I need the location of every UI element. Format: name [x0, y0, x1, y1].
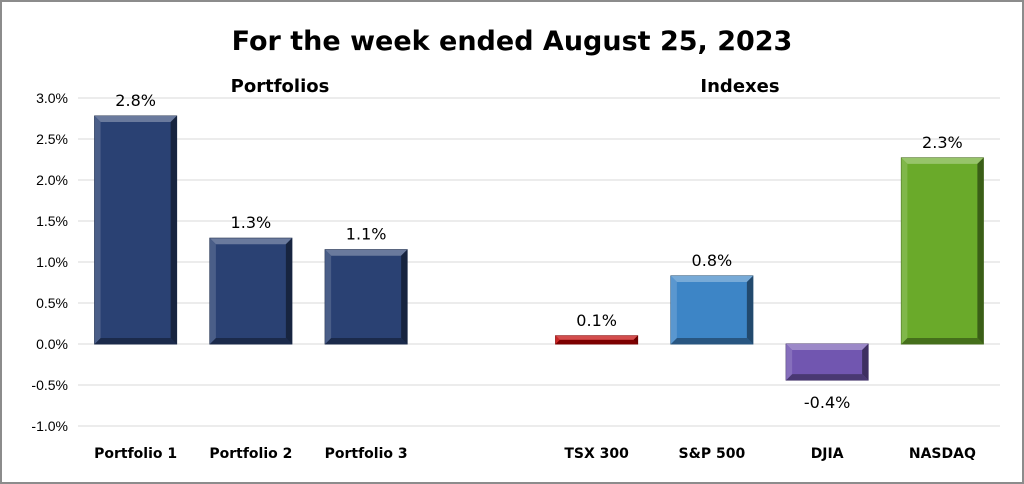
bar-bevel-bottom [209, 338, 292, 344]
data-label: -0.4% [804, 393, 850, 412]
y-tick-label: -1.0% [31, 418, 68, 434]
bar-body [94, 115, 178, 345]
category-label: Portfolio 2 [209, 446, 292, 462]
y-tick-label: 3.0% [36, 90, 68, 106]
data-label: 2.3% [922, 133, 963, 152]
chart-title: For the week ended August 25, 2023 [232, 26, 793, 57]
bar-bevel-bottom [555, 339, 638, 344]
bar-bevel-right [977, 157, 984, 344]
bar [324, 249, 408, 345]
bar-bevel-bottom [94, 338, 177, 344]
bar-bevel-bottom [325, 338, 408, 344]
bar-body [324, 249, 408, 345]
bar-body [209, 237, 293, 345]
bar-body [670, 275, 754, 345]
y-tick-label: -0.5% [31, 377, 68, 393]
bar-bevel-bottom [670, 338, 753, 344]
bar-bevel-left [670, 275, 677, 344]
bar-body [900, 157, 984, 345]
bar-bevel-top [786, 344, 869, 350]
category-label: DJIA [811, 446, 844, 462]
data-label: 1.1% [346, 225, 387, 244]
y-tick-label: 0.5% [36, 295, 68, 311]
bar-bevel-left [94, 116, 101, 344]
bar [785, 343, 869, 381]
bar-bevel-top [901, 157, 984, 164]
bar [900, 157, 984, 345]
section-label-portfolios: Portfolios [231, 76, 330, 97]
bar-bevel-bottom [901, 338, 984, 344]
category-label: S&P 500 [679, 446, 746, 462]
bar-bevel-left [555, 335, 560, 344]
bar-bevel-right [746, 275, 753, 344]
bar [555, 335, 639, 345]
y-tick-label: 1.0% [36, 254, 68, 270]
category-label: Portfolio 3 [325, 446, 408, 462]
data-label: 2.8% [115, 91, 156, 110]
bar [209, 237, 293, 345]
bar-bevel-right [401, 249, 408, 344]
category-label: Portfolio 1 [94, 446, 177, 462]
bar [670, 275, 754, 345]
bar-bevel-left [325, 249, 332, 344]
bar-bevel-top [670, 275, 753, 282]
data-label: 0.8% [692, 251, 733, 270]
bar-bevel-right [633, 335, 638, 344]
bar [94, 115, 178, 345]
y-tick-label: 2.0% [36, 172, 68, 188]
section-label-indexes: Indexes [700, 76, 779, 97]
data-label: 1.3% [231, 213, 272, 232]
category-label: NASDAQ [909, 446, 976, 462]
bar-bevel-right [285, 238, 292, 344]
bar-bevel-top [325, 249, 408, 256]
y-tick-label: 0.0% [36, 336, 68, 352]
bar-bevel-top [209, 238, 292, 245]
bar-bevel-top [94, 116, 177, 123]
bar-bevel-right [170, 116, 177, 344]
bar-bevel-left [786, 344, 793, 381]
bar-bevel-bottom [786, 374, 869, 381]
y-tick-label: 2.5% [36, 131, 68, 147]
category-label: TSX 300 [564, 446, 629, 462]
y-tick-label: 1.5% [36, 213, 68, 229]
bar-bevel-right [862, 344, 869, 381]
data-label: 0.1% [576, 311, 617, 330]
bar-bevel-left [209, 238, 216, 344]
bar-bevel-left [901, 157, 908, 344]
bar-bevel-top [555, 335, 638, 340]
